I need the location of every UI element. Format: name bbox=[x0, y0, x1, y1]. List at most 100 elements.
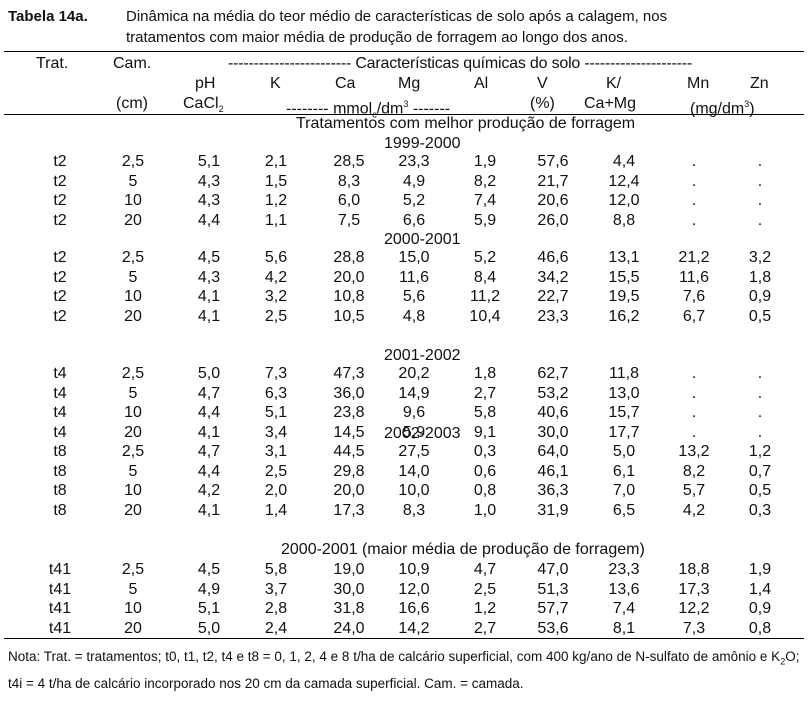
cell-mg: 14,2 bbox=[398, 619, 430, 637]
cell-cam: 10 bbox=[124, 482, 142, 499]
cell-mn: . bbox=[691, 211, 697, 229]
cell-kcamg: 6,5 bbox=[612, 501, 636, 519]
cell-v: 64,0 bbox=[537, 443, 569, 460]
cell-ca: 47,3 bbox=[333, 365, 365, 382]
cell-kcamg: 12,4 bbox=[608, 172, 640, 190]
bottom-rule bbox=[4, 638, 804, 639]
table-row: t4 20 4,1 3,4 14,5 5,9 9,1 30,0 17,7.. bbox=[0, 423, 808, 443]
cell-kcamg: 13,0 bbox=[608, 384, 640, 402]
table-row: t2 10 4,3 1,2 6,0 5,2 7,4 20,6 12,0.. bbox=[0, 191, 808, 211]
cell-k: 3,1 bbox=[264, 443, 288, 460]
cell-kcamg: 13,6 bbox=[608, 580, 640, 598]
table-row: t2 20 4,4 1,1 7,5 6,6 5,9 26,0 8,8.. bbox=[0, 211, 808, 231]
cell-k: 3,7 bbox=[264, 580, 288, 598]
cell-mg: 16,6 bbox=[398, 600, 430, 617]
cell-cam: 10 bbox=[124, 192, 142, 209]
cell-mn: . bbox=[691, 153, 697, 170]
table-note: Nota: Trat. = tratamentos; t0, t1, t2, t… bbox=[8, 649, 800, 691]
cell-ca: 28,8 bbox=[333, 249, 365, 266]
cell-cam: 10 bbox=[124, 404, 142, 421]
cell-cam: 20 bbox=[124, 501, 142, 519]
header-mn: Mn bbox=[687, 75, 710, 92]
table-row: t8 20 4,1 1,4 17,3 8,3 1,0 31,9 6,5 4,2 0,3 bbox=[0, 501, 808, 521]
cell-k: 5,8 bbox=[264, 561, 288, 578]
cell-cam: 20 bbox=[124, 619, 142, 637]
cell-kcamg: 12,0 bbox=[608, 192, 640, 209]
cell-v: 30,0 bbox=[537, 423, 569, 441]
cell-mn: 7,3 bbox=[682, 619, 706, 637]
table-row: t41 10 5,1 2,8 31,8 16,6 1,2 57,7 7,4 12,2 0,9 bbox=[0, 599, 808, 619]
cell-trat: t41 bbox=[48, 580, 72, 598]
table-row: t41 20 5,0 2,4 24,0 14,2 2,7 53,6 8,1 7,3 0,8 bbox=[0, 619, 808, 639]
cell-ca: 28,5 bbox=[333, 153, 365, 170]
cell-mg: 14,0 bbox=[398, 462, 430, 480]
cell-mg: 9,6 bbox=[402, 404, 426, 421]
cell-v: 21,7 bbox=[537, 172, 569, 190]
cell-mn: 11,6 bbox=[679, 268, 709, 286]
cell-kcamg: 19,5 bbox=[608, 288, 640, 305]
cell-mg: 10,0 bbox=[398, 482, 430, 499]
cell-ph: 4,2 bbox=[197, 482, 221, 499]
cell-ph: 5,0 bbox=[197, 619, 221, 637]
cell-mg: 6,6 bbox=[402, 211, 426, 229]
table-row: t8 2,5 4,7 3,1 44,5 27,5 0,3 64,0 5,0 13,2 1,2 bbox=[0, 442, 808, 462]
cell-trat: t4 bbox=[53, 384, 67, 402]
header-k: K bbox=[270, 75, 281, 92]
cell-cam: 20 bbox=[124, 423, 142, 441]
header-zn: Zn bbox=[750, 75, 769, 92]
cell-mg: 11,6 bbox=[399, 268, 429, 286]
cell-v: 46,6 bbox=[537, 249, 569, 266]
cell-k: 3,4 bbox=[264, 423, 288, 441]
cell-al: 9,1 bbox=[473, 423, 497, 441]
cell-ca: 31,8 bbox=[333, 600, 365, 617]
cell-mg: 10,9 bbox=[398, 561, 430, 578]
cell-v: 26,0 bbox=[537, 211, 569, 229]
cell-v: 20,6 bbox=[537, 192, 569, 209]
cell-kcamg: 13,1 bbox=[608, 249, 640, 266]
cell-v: 31,9 bbox=[537, 501, 569, 519]
cell-mn: 8,2 bbox=[682, 462, 706, 480]
cell-zn: 0,9 bbox=[748, 600, 772, 617]
cell-ph: 4,1 bbox=[197, 288, 221, 305]
table-row: t41 5 4,9 3,7 30,0 12,0 2,5 51,3 13,6 17,3 1,4 bbox=[0, 580, 808, 600]
cell-v: 57,7 bbox=[537, 600, 569, 617]
cell-kcamg: 16,2 bbox=[608, 307, 640, 325]
cell-kcamg: 8,8 bbox=[612, 211, 636, 229]
cell-ca: 19,0 bbox=[333, 561, 365, 578]
cell-k: 3,2 bbox=[264, 288, 288, 305]
cell-cam: 5 bbox=[128, 172, 138, 190]
cell-ca: 30,0 bbox=[333, 580, 365, 598]
cell-k: 1,5 bbox=[264, 172, 288, 190]
cell-al: 2,5 bbox=[473, 580, 497, 598]
cell-v: 53,2 bbox=[537, 384, 569, 402]
cell-mn: 6,7 bbox=[682, 307, 706, 325]
cell-cam: 2,5 bbox=[121, 249, 145, 266]
header-ca: Ca bbox=[335, 75, 356, 92]
cell-al: 5,2 bbox=[473, 249, 497, 266]
cell-mn: 21,2 bbox=[678, 249, 710, 266]
cell-cam: 5 bbox=[128, 384, 138, 402]
cell-ca: 10,8 bbox=[333, 288, 365, 305]
table-row: t4 5 4,7 6,3 36,0 14,9 2,7 53,2 13,0.. bbox=[0, 384, 808, 404]
cell-al: 5,9 bbox=[473, 211, 497, 229]
cell-al: 5,8 bbox=[473, 404, 497, 421]
cell-mg: 15,0 bbox=[398, 249, 430, 266]
cell-cam: 2,5 bbox=[121, 443, 145, 460]
cell-cam: 2,5 bbox=[121, 365, 145, 382]
cell-ca: 14,5 bbox=[333, 423, 365, 441]
cell-k: 5,1 bbox=[264, 404, 288, 421]
cell-cam: 10 bbox=[124, 288, 142, 305]
cell-ca: 17,3 bbox=[333, 501, 365, 519]
cell-v: 46,1 bbox=[537, 462, 569, 480]
cell-ca: 29,8 bbox=[333, 462, 365, 480]
cell-mg: 5,2 bbox=[402, 192, 426, 209]
cell-al: 1,0 bbox=[473, 501, 497, 519]
cell-ph: 4,1 bbox=[197, 501, 221, 519]
cell-ca: 20,0 bbox=[333, 268, 365, 286]
cell-mg: 4,9 bbox=[402, 172, 426, 190]
cell-cam: 10 bbox=[124, 600, 142, 617]
cell-al: 8,2 bbox=[473, 172, 497, 190]
cell-trat: t8 bbox=[53, 443, 67, 460]
cell-zn: 0,5 bbox=[748, 307, 772, 325]
table-row: t41 2,5 4,5 5,8 19,0 10,9 4,7 47,0 23,3 18,8 1,9 bbox=[0, 560, 808, 580]
